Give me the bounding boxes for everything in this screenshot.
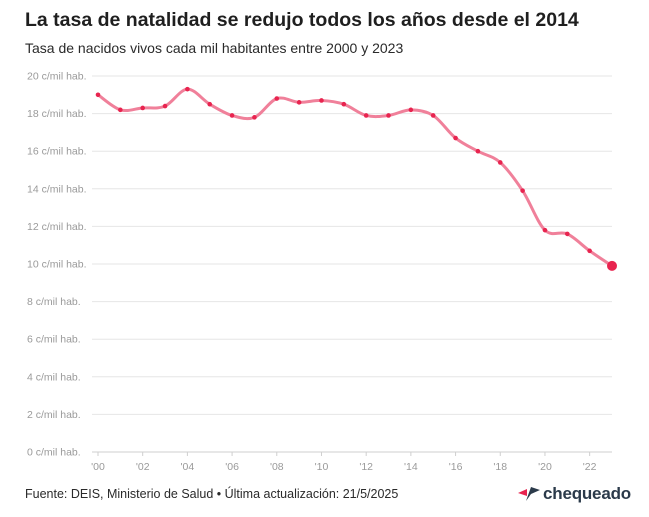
y-tick-label: 6 c/mil hab.	[27, 334, 81, 346]
x-tick-label: '20	[538, 461, 552, 473]
data-point[interactable]	[118, 107, 123, 113]
x-tick-label: '10	[315, 461, 329, 473]
data-point[interactable]	[274, 96, 280, 101]
chequeado-logo: chequeado	[518, 483, 631, 505]
data-point[interactable]	[185, 86, 190, 92]
source-note: Fuente: DEIS, Ministerio de Salud • Últi…	[25, 487, 399, 501]
x-tick-label: '06	[225, 461, 239, 473]
data-point[interactable]	[386, 113, 391, 118]
x-tick-label: '04	[181, 461, 195, 473]
series-line-group	[96, 87, 614, 268]
data-point[interactable]	[207, 101, 213, 107]
last-data-point[interactable]	[607, 260, 617, 271]
data-point[interactable]	[587, 248, 592, 254]
logo-text: chequeado	[543, 484, 631, 503]
x-axis-ticks: '00 '02 '04 '06 '08 '10 '12 '14 '16 '18 '20 '22	[91, 452, 597, 473]
chequeado-logo-mark-icon	[518, 487, 540, 501]
data-point[interactable]	[162, 103, 168, 109]
y-tick-label: 8 c/mil hab.	[27, 296, 81, 308]
data-point[interactable]	[565, 231, 570, 237]
data-point[interactable]	[319, 98, 324, 103]
chart-subtitle: Tasa de nacidos vivos cada mil habitante…	[25, 40, 404, 56]
data-point[interactable]	[140, 105, 145, 111]
data-point[interactable]	[453, 135, 458, 141]
data-point[interactable]	[341, 101, 347, 107]
y-tick-label: 14 c/mil hab.	[27, 183, 87, 195]
data-points	[95, 86, 617, 271]
chart-title: La tasa de natalidad se redujo todos los…	[25, 9, 579, 31]
data-point[interactable]	[408, 107, 414, 113]
x-tick-label: '16	[449, 461, 463, 473]
x-tick-label: '18	[493, 461, 507, 473]
x-tick-label: '14	[404, 461, 418, 473]
data-point[interactable]	[497, 160, 503, 165]
x-tick-label: '22	[583, 461, 597, 473]
data-point[interactable]	[542, 227, 548, 233]
y-tick-label: 0 c/mil hab.	[27, 447, 81, 459]
data-point[interactable]	[520, 188, 525, 193]
x-tick-label: '00	[91, 461, 105, 473]
data-point[interactable]	[229, 113, 235, 118]
y-axis-ticks: 0 c/mil hab. 2 c/mil hab. 4 c/mil hab. 6 c/…	[27, 71, 87, 459]
data-point[interactable]	[475, 148, 481, 154]
data-point[interactable]	[296, 100, 302, 105]
gridlines	[92, 75, 612, 453]
x-tick-label: '12	[359, 461, 373, 473]
data-point[interactable]	[430, 113, 436, 118]
y-tick-label: 12 c/mil hab.	[27, 221, 87, 233]
data-point[interactable]	[363, 113, 369, 118]
y-tick-label: 20 c/mil hab.	[27, 71, 87, 83]
x-tick-label: '02	[136, 461, 150, 473]
data-point[interactable]	[95, 92, 101, 98]
y-tick-label: 10 c/mil hab.	[27, 259, 87, 271]
y-tick-label: 4 c/mil hab.	[27, 371, 81, 383]
x-tick-label: '08	[270, 461, 284, 473]
y-tick-label: 18 c/mil hab.	[27, 108, 87, 120]
data-point[interactable]	[252, 115, 257, 120]
y-tick-label: 2 c/mil hab.	[27, 409, 81, 421]
line-chart: 0 c/mil hab. 2 c/mil hab. 4 c/mil hab. 6 c/…	[27, 71, 617, 473]
series-line	[96, 87, 614, 268]
y-tick-label: 16 c/mil hab.	[27, 146, 87, 158]
